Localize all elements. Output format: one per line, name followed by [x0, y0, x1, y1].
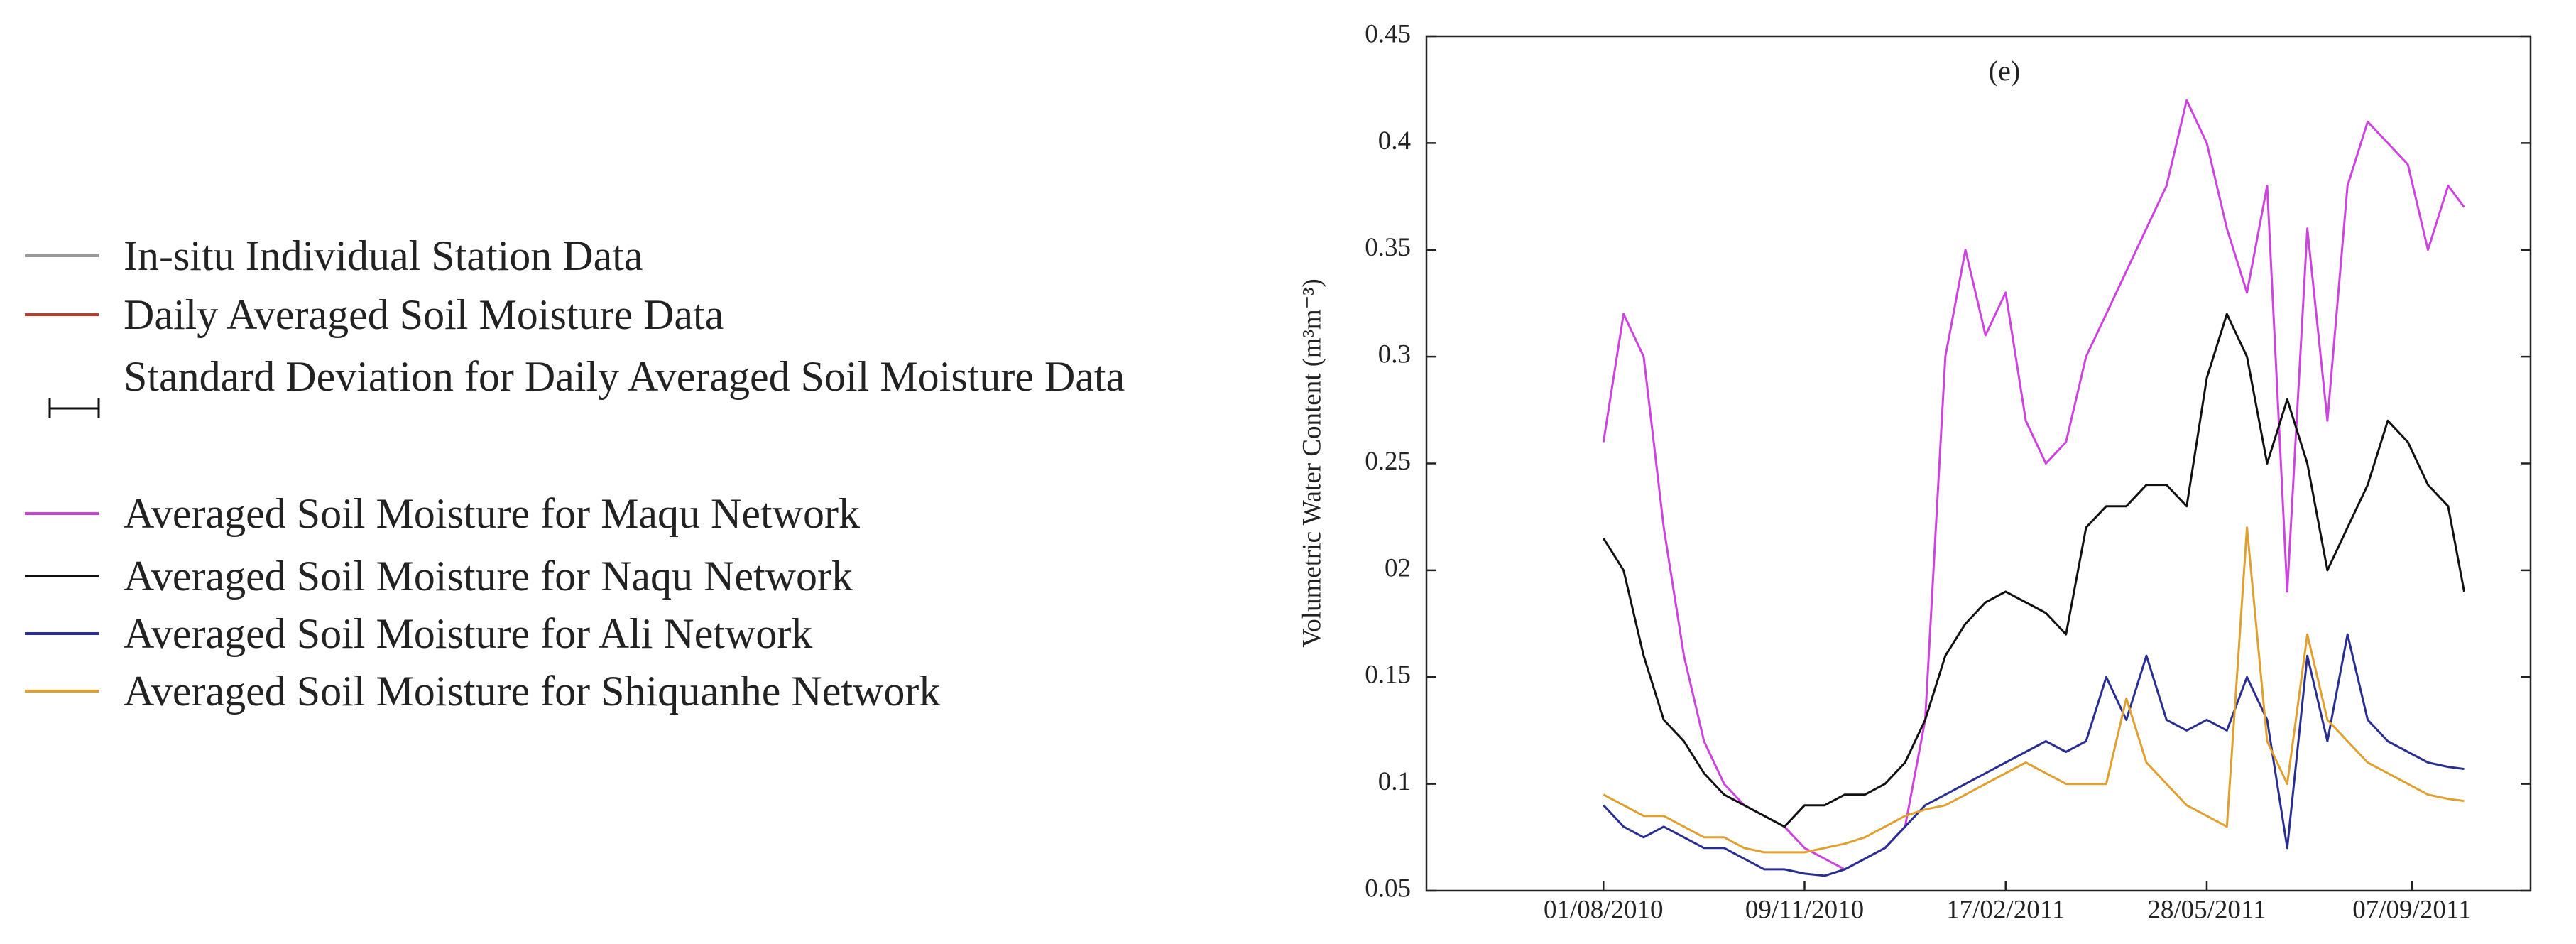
y-tick-label: 0.3: [1378, 340, 1411, 369]
y-tick-label: 0.1: [1378, 767, 1411, 796]
legend-label: In-situ Individual Station Data: [124, 232, 643, 279]
y-tick-label: 0.15: [1365, 661, 1411, 690]
legend-label: Averaged Soil Moisture for Ali Network: [124, 610, 813, 657]
y-tick-label: 0.25: [1365, 447, 1411, 476]
y-tick-label: 0.05: [1365, 874, 1411, 903]
series-line: [1603, 526, 2465, 854]
x-tick-label: 28/05/2011: [2147, 895, 2266, 924]
series-line: [1602, 99, 2465, 871]
y-tick-label: 02: [1385, 553, 1411, 582]
legend-label: Averaged Soil Moisture for Shiquanhe Net…: [124, 668, 941, 715]
legend-label: Averaged Soil Moisture for Maqu Network: [124, 490, 860, 537]
x-tick-label: 09/11/2010: [1745, 895, 1864, 924]
annotation: (e): [1989, 55, 2020, 87]
legend-label: Averaged Soil Moisture for Naqu Network: [124, 553, 853, 600]
y-axis-label: Volumetric Water Content (m³m⁻³): [1297, 278, 1326, 647]
x-tick-label: 17/02/2011: [1946, 895, 2065, 924]
y-tick-label: 0.45: [1365, 19, 1411, 48]
y-tick-label: 0.4: [1378, 126, 1411, 156]
plot-frame: [1425, 35, 2532, 892]
series-line: [1603, 633, 2465, 877]
legend-label: Standard Deviation for Daily Averaged So…: [124, 353, 1125, 400]
x-tick-label: 07/09/2011: [2352, 895, 2471, 924]
x-tick-label: 01/08/2010: [1544, 895, 1664, 924]
series-line: [1603, 313, 2465, 828]
legend-label: Daily Averaged Soil Moisture Data: [124, 291, 724, 338]
y-tick-label: 0.35: [1365, 233, 1411, 262]
